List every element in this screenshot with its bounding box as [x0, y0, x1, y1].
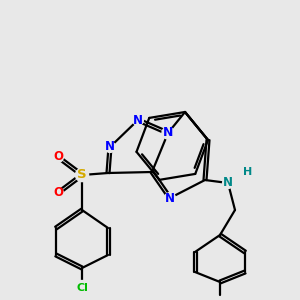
Text: Cl: Cl — [76, 283, 88, 293]
Circle shape — [75, 168, 88, 182]
Text: S: S — [77, 169, 87, 182]
Text: O: O — [53, 187, 63, 200]
Circle shape — [52, 152, 63, 162]
Text: N: N — [223, 176, 233, 190]
Text: N: N — [133, 113, 143, 127]
Circle shape — [74, 280, 89, 296]
Circle shape — [133, 115, 143, 125]
Text: N: N — [163, 127, 173, 140]
Circle shape — [223, 178, 233, 188]
Circle shape — [105, 142, 116, 152]
Circle shape — [162, 127, 174, 139]
Circle shape — [52, 188, 63, 198]
Circle shape — [165, 193, 176, 203]
Text: N: N — [165, 191, 175, 205]
Circle shape — [244, 167, 253, 176]
Text: N: N — [105, 140, 115, 154]
Text: H: H — [243, 167, 253, 177]
Text: O: O — [53, 151, 63, 164]
